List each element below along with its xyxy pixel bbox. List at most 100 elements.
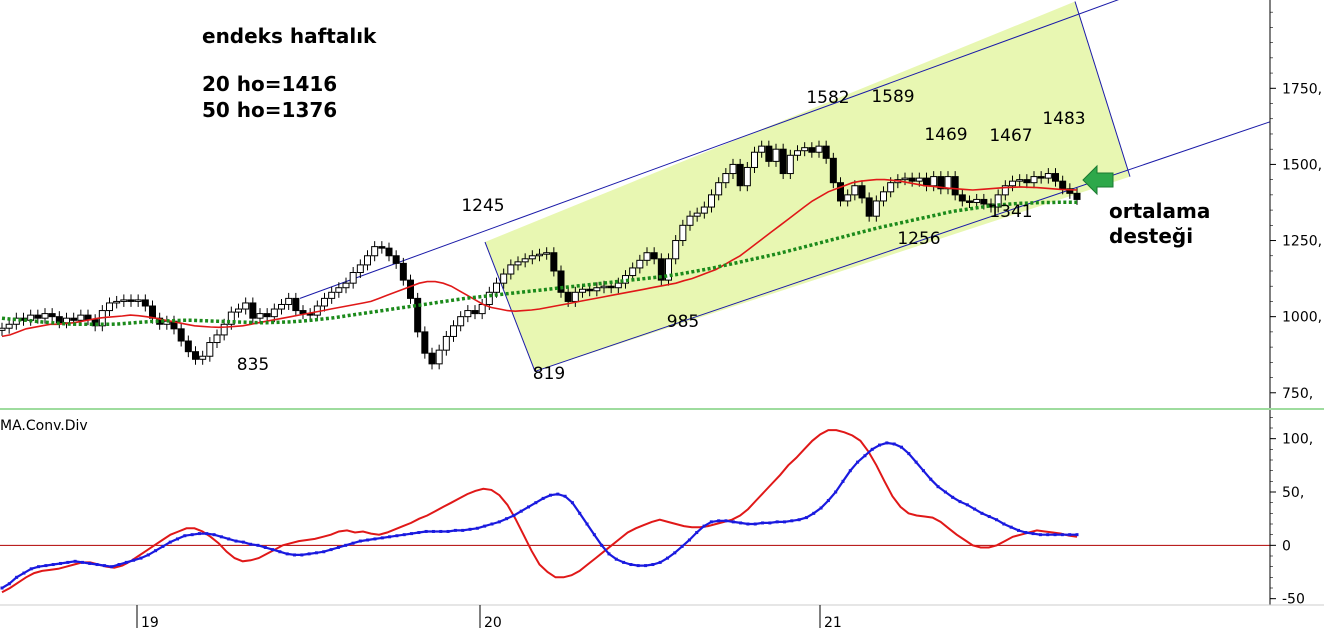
signal-marker xyxy=(29,567,33,571)
signal-line-markers xyxy=(0,441,1079,590)
trend-channel-fill xyxy=(485,1,1130,372)
candle-down xyxy=(127,299,135,302)
signal-marker xyxy=(424,529,428,533)
candle-up xyxy=(729,163,737,175)
signal-marker xyxy=(739,521,743,525)
signal-marker xyxy=(117,563,121,567)
x-tick-label: 21 xyxy=(824,615,842,630)
candle-up xyxy=(600,285,608,289)
candle-down xyxy=(858,185,866,199)
signal-marker xyxy=(300,553,304,557)
signal-marker xyxy=(234,539,238,543)
signal-marker xyxy=(636,564,640,568)
point-labels: 835 1245 819 985 1582 1589 1256 1469 1341 1467 148… xyxy=(237,87,1086,384)
signal-marker xyxy=(856,460,860,464)
point-label: 1341 xyxy=(989,202,1032,222)
candle-down xyxy=(149,305,156,319)
candle-down xyxy=(650,252,658,260)
signal-marker xyxy=(307,552,311,556)
signal-marker xyxy=(344,543,348,547)
signal-marker xyxy=(124,560,128,564)
candle-down xyxy=(557,270,565,293)
candle-up xyxy=(450,325,457,337)
signal-marker xyxy=(256,543,260,547)
candle-up xyxy=(801,147,809,152)
macd-tick-label: 0 xyxy=(1282,538,1291,554)
candle-down xyxy=(765,145,773,162)
signal-marker xyxy=(826,499,830,503)
x-axis: 19 20 21 xyxy=(0,604,1324,630)
signal-marker xyxy=(658,560,662,564)
signal-marker xyxy=(505,517,509,521)
candle-up xyxy=(915,177,923,182)
point-label: 1467 xyxy=(989,126,1032,146)
signal-marker xyxy=(797,518,801,522)
candle-down xyxy=(607,285,615,289)
signal-marker xyxy=(439,529,443,533)
candle-up xyxy=(206,342,214,357)
signal-marker xyxy=(878,443,882,447)
candle-down xyxy=(980,198,988,205)
candle-up xyxy=(0,327,6,331)
signal-marker xyxy=(673,551,677,555)
channel-lower-line xyxy=(534,121,1271,372)
candle-up xyxy=(901,177,909,181)
signal-marker xyxy=(943,490,947,494)
channel-left-edge xyxy=(484,241,536,372)
candle-down xyxy=(779,148,787,175)
signal-marker xyxy=(161,544,165,548)
candle-up xyxy=(278,303,285,310)
support-annotation-line2: desteği xyxy=(1109,224,1193,248)
signal-marker xyxy=(841,479,845,483)
candle-down xyxy=(822,145,830,159)
candle-up xyxy=(435,349,443,365)
candle-up xyxy=(41,313,49,319)
signal-marker xyxy=(665,556,669,560)
signal-marker xyxy=(899,445,903,449)
candle-up xyxy=(708,194,715,208)
signal-marker xyxy=(322,550,326,554)
signal-marker xyxy=(212,533,216,537)
candle-up xyxy=(213,334,221,344)
candle-up xyxy=(536,253,543,257)
signal-marker xyxy=(293,553,297,557)
candle-up xyxy=(679,224,687,242)
signal-marker xyxy=(534,501,538,505)
signal-marker xyxy=(1038,533,1042,537)
signal-marker xyxy=(351,541,355,545)
signal-marker xyxy=(731,520,735,524)
price-tick-label: 750, xyxy=(1282,386,1313,402)
signal-marker xyxy=(907,452,911,456)
channel-right-edge xyxy=(1074,1,1131,177)
signal-marker xyxy=(249,542,253,546)
point-label: 1245 xyxy=(461,196,504,216)
signal-marker xyxy=(600,543,604,547)
arrow-icon xyxy=(1082,164,1114,196)
signal-marker xyxy=(461,528,465,532)
signal-marker xyxy=(527,505,531,509)
signal-marker xyxy=(395,534,399,538)
signal-marker xyxy=(1031,532,1035,536)
signal-marker xyxy=(110,565,114,569)
macd-panel-title: MA.Conv.Div xyxy=(0,418,88,434)
candle-up xyxy=(844,194,852,202)
signal-marker xyxy=(987,515,991,519)
candle-down xyxy=(177,328,185,342)
signal-marker xyxy=(22,571,26,575)
signal-marker xyxy=(1075,533,1079,537)
macd-panel: MA.Conv.Div 100, 50, 0 -50 xyxy=(0,410,1313,608)
candle-down xyxy=(192,351,199,360)
signal-marker xyxy=(402,533,406,537)
signal-marker xyxy=(702,524,706,528)
candle-down xyxy=(34,314,42,319)
signal-marker xyxy=(7,582,11,586)
signal-marker xyxy=(929,477,933,481)
candle-down xyxy=(586,288,594,292)
candle-up xyxy=(335,287,343,293)
candle-up xyxy=(872,200,880,217)
candle-down xyxy=(837,182,844,202)
candle-up xyxy=(930,176,938,187)
candle-up xyxy=(256,313,264,319)
candle-down xyxy=(399,262,407,281)
point-label: 1483 xyxy=(1042,109,1085,129)
